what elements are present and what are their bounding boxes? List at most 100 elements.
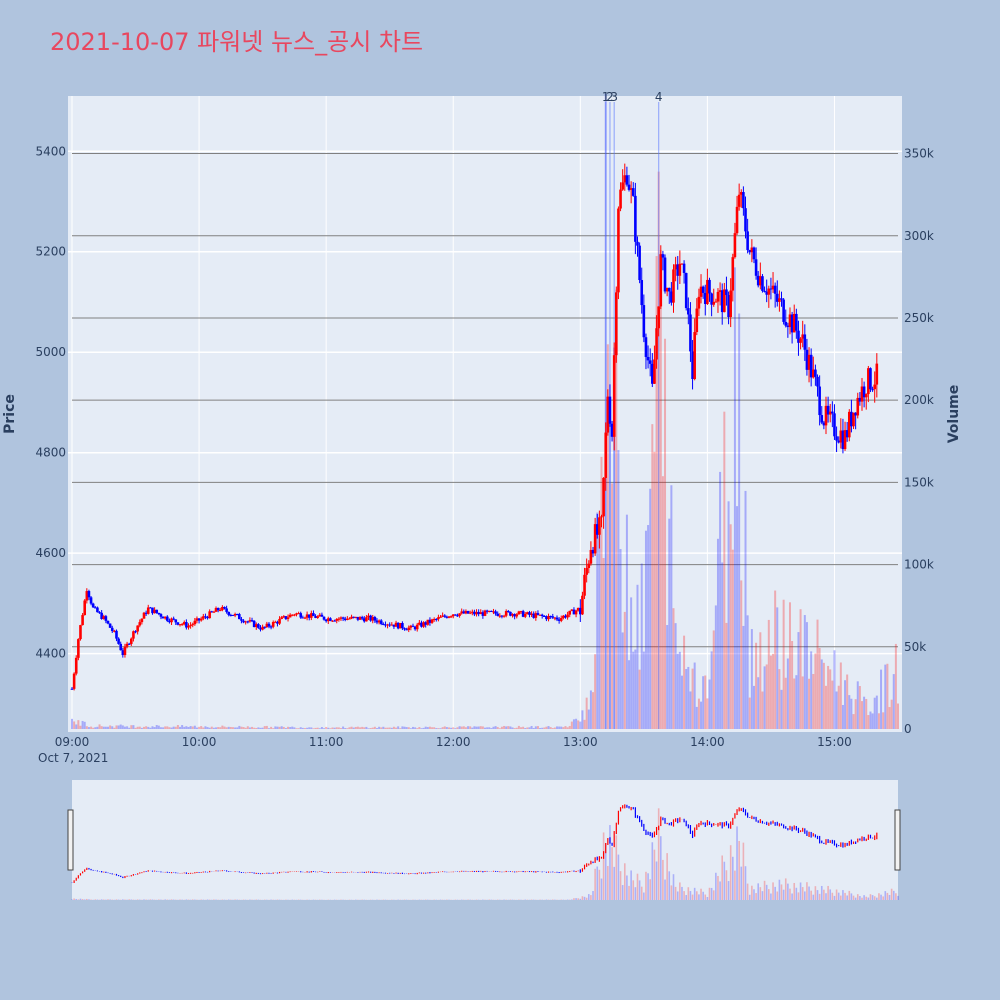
candle-body — [670, 291, 673, 303]
price-tick-label: 4600 — [35, 546, 66, 560]
volume-bar — [155, 725, 158, 729]
volume-bar — [395, 727, 398, 729]
price-tick-label: 5000 — [35, 345, 66, 359]
candle-body — [199, 618, 203, 621]
candle-body — [576, 607, 580, 611]
volume-bar — [132, 725, 135, 729]
mini-volume-bar — [164, 899, 166, 900]
volume-bar — [473, 726, 476, 729]
candle-body — [439, 616, 442, 618]
mini-volume-bar — [600, 878, 603, 900]
volume-tick-label: 0 — [904, 722, 912, 736]
volume-bar — [168, 727, 171, 729]
volume-bar — [634, 649, 637, 729]
candle-body — [182, 622, 186, 625]
volume-bar — [117, 725, 120, 729]
volume-bar — [820, 659, 823, 729]
candle-body — [413, 626, 417, 630]
volume-bar — [350, 726, 353, 729]
mini-volume-bar — [107, 899, 109, 900]
volume-bar — [454, 728, 457, 729]
volume-bar — [659, 250, 662, 729]
candle-body — [725, 289, 728, 296]
candle-body — [314, 616, 317, 618]
candle-body — [218, 610, 222, 612]
volume-bar — [284, 728, 287, 729]
mini-volume-bar — [83, 899, 86, 900]
mini-volume-bar — [751, 885, 753, 900]
candle-body — [350, 616, 353, 619]
mini-volume-bar — [630, 870, 632, 900]
volume-bar — [592, 692, 595, 729]
volume-bar — [672, 608, 675, 729]
candle-body — [432, 619, 436, 621]
mini-volume-bar — [170, 899, 173, 900]
mini-volume-bar — [804, 891, 806, 900]
mini-volume-bar — [818, 893, 821, 900]
range-slider-handle-left[interactable] — [67, 809, 74, 871]
volume-bar — [786, 658, 789, 729]
volume-bar — [606, 344, 609, 729]
mini-volume-bar — [867, 897, 870, 900]
candle-body — [557, 619, 561, 621]
candle-body — [312, 613, 315, 617]
candle-body — [360, 617, 364, 619]
candle-body — [445, 616, 449, 618]
mini-volume-bar — [81, 899, 84, 900]
volume-bar — [721, 562, 724, 729]
volume-bar — [464, 727, 467, 729]
candle-body — [864, 394, 868, 398]
candle-body — [113, 630, 116, 632]
volume-bar — [153, 727, 156, 729]
candle-body — [570, 609, 574, 611]
mini-volume-bar — [579, 898, 582, 900]
volume-bar — [111, 726, 114, 729]
candle-body — [132, 631, 135, 639]
volume-bar — [886, 663, 889, 729]
candle-body — [178, 624, 182, 626]
candle-body — [775, 293, 779, 302]
candle-body — [354, 616, 358, 618]
volume-bar — [568, 725, 571, 729]
mini-volume-bar — [863, 895, 865, 900]
candle-body — [862, 386, 866, 398]
range-slider[interactable] — [72, 780, 898, 900]
volume-bar — [399, 728, 402, 729]
candle-body — [835, 436, 838, 441]
volume-bar — [897, 703, 899, 729]
mini-volume-bar — [79, 898, 82, 900]
time-tick-label: 14:00 — [690, 735, 725, 749]
volume-bar — [420, 728, 423, 729]
candle-body — [379, 620, 383, 624]
volume-bar — [858, 686, 861, 729]
mini-volume-bar — [846, 895, 848, 900]
volume-bar — [426, 727, 429, 729]
range-slider-handle-right[interactable] — [894, 809, 901, 871]
mini-volume-bar — [801, 887, 804, 900]
candle-body — [805, 349, 809, 370]
volume-bar — [685, 669, 688, 729]
candle-body — [566, 614, 569, 618]
volume-bar — [301, 727, 304, 729]
volume-bar — [551, 728, 554, 729]
volume-bar — [852, 714, 855, 729]
main-plot-area[interactable] — [68, 96, 902, 732]
candle-body — [545, 616, 548, 620]
candle-body — [305, 614, 309, 618]
volume-bar — [170, 727, 173, 729]
candle-body — [159, 614, 163, 617]
candle-body — [441, 615, 444, 617]
mini-volume-bar — [823, 889, 825, 900]
candle-body — [303, 617, 307, 619]
volume-bar — [352, 727, 355, 729]
mini-volume-bar — [657, 808, 660, 900]
volume-bar — [755, 642, 758, 729]
mini-volume-bar — [784, 878, 787, 900]
page-title: 2021-10-07 파워넷 뉴스_공시 차트 — [50, 28, 424, 56]
volume-bar — [670, 485, 673, 729]
candle-body — [847, 411, 851, 438]
candle-body — [333, 620, 336, 622]
volume-bar — [259, 727, 262, 729]
candle-body — [348, 618, 351, 620]
